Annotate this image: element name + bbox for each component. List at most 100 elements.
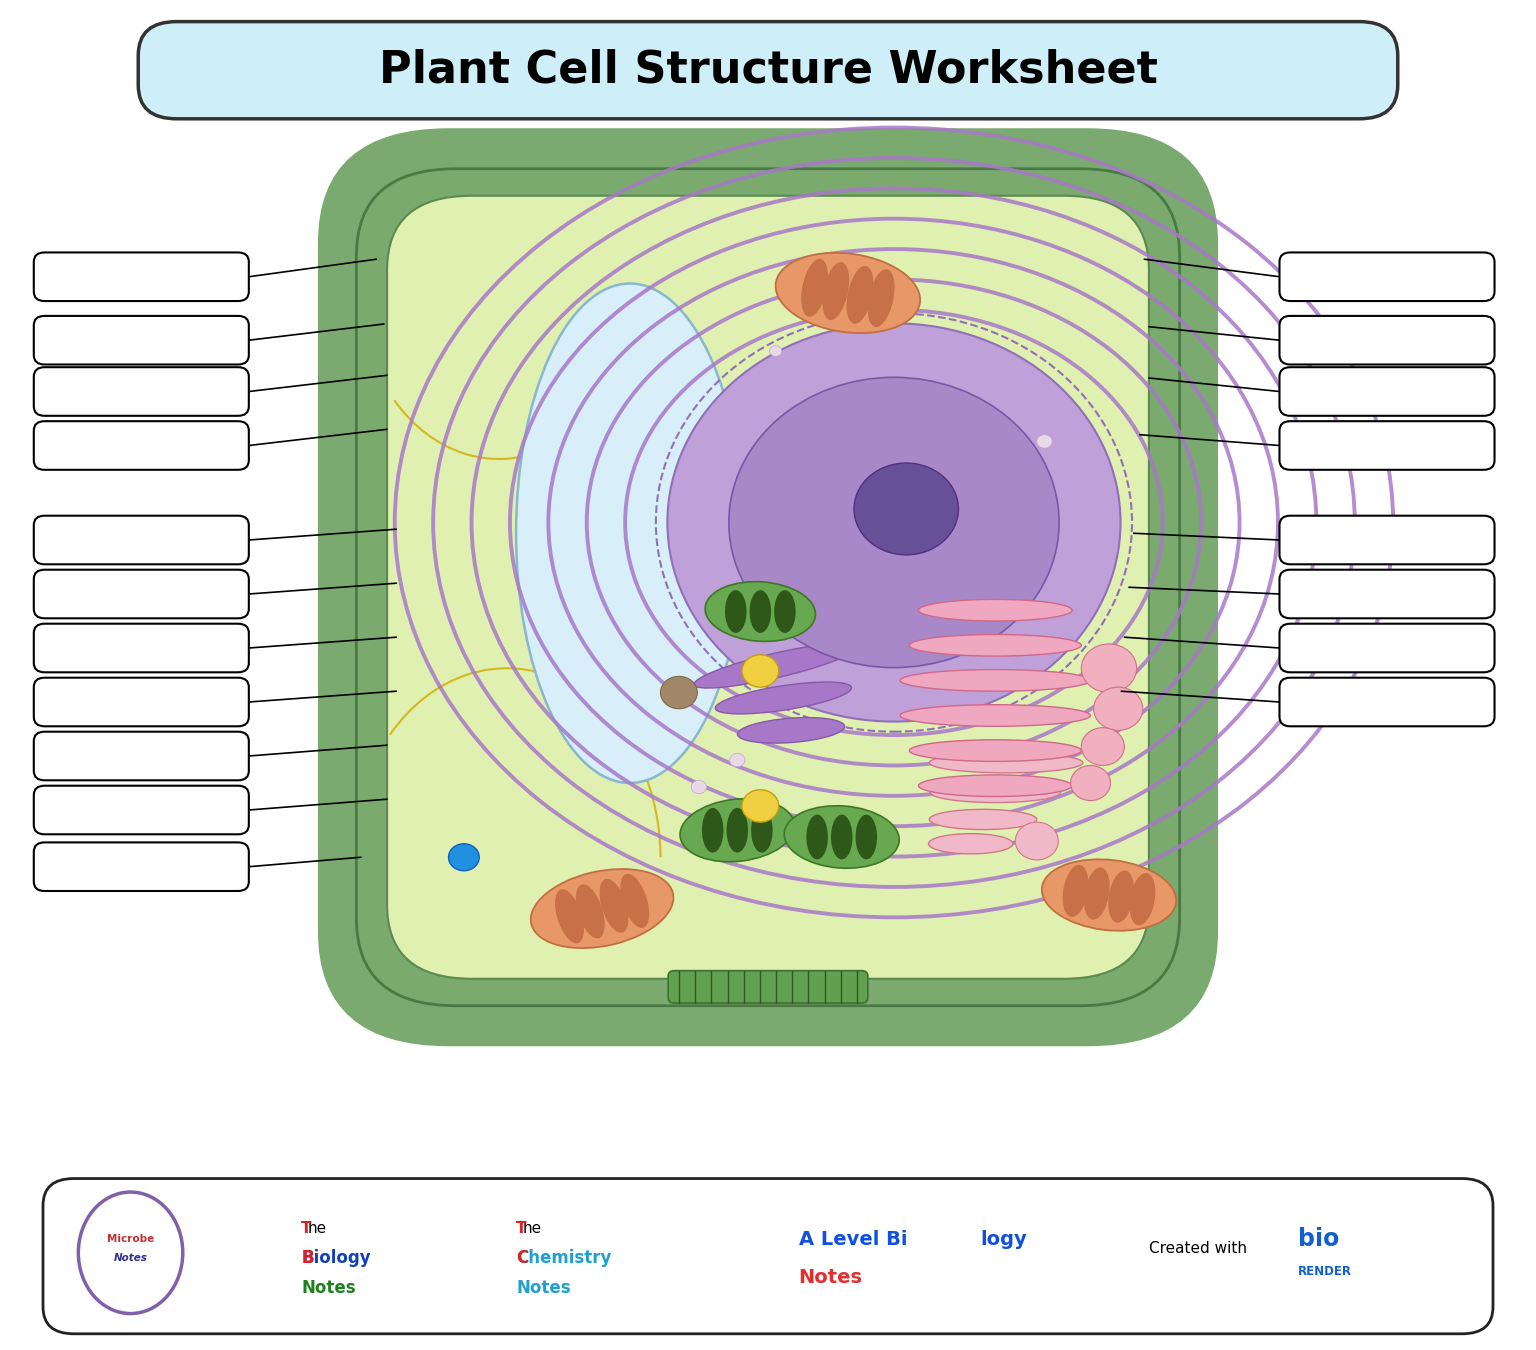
Text: Created with: Created with (1149, 1241, 1247, 1257)
Text: T: T (301, 1220, 312, 1237)
Ellipse shape (742, 790, 779, 822)
Text: T: T (516, 1220, 527, 1237)
Ellipse shape (621, 873, 650, 927)
FancyBboxPatch shape (34, 842, 249, 891)
Text: Biology: Biology (301, 1249, 370, 1268)
Text: Notes: Notes (301, 1278, 356, 1297)
Ellipse shape (1081, 644, 1137, 693)
Text: logy: logy (980, 1230, 1026, 1249)
Ellipse shape (751, 807, 773, 853)
Ellipse shape (919, 599, 1072, 621)
Ellipse shape (599, 879, 628, 933)
FancyBboxPatch shape (34, 516, 249, 564)
Text: Notes: Notes (799, 1268, 863, 1287)
Ellipse shape (78, 1192, 183, 1314)
FancyBboxPatch shape (668, 971, 868, 1003)
Ellipse shape (516, 284, 743, 783)
FancyBboxPatch shape (34, 570, 249, 618)
Ellipse shape (909, 740, 1081, 761)
FancyBboxPatch shape (34, 252, 249, 301)
Ellipse shape (1063, 865, 1089, 917)
Text: Chemistry: Chemistry (516, 1249, 611, 1268)
Ellipse shape (776, 252, 920, 333)
Ellipse shape (727, 807, 748, 853)
Ellipse shape (750, 590, 771, 633)
Text: he: he (522, 1220, 541, 1237)
FancyBboxPatch shape (138, 22, 1398, 119)
FancyBboxPatch shape (34, 367, 249, 416)
FancyBboxPatch shape (34, 421, 249, 470)
Ellipse shape (730, 753, 745, 767)
FancyBboxPatch shape (1279, 252, 1495, 301)
FancyBboxPatch shape (1279, 516, 1495, 564)
Ellipse shape (1041, 860, 1177, 930)
Ellipse shape (1109, 871, 1134, 922)
FancyBboxPatch shape (34, 786, 249, 834)
Text: B: B (301, 1249, 313, 1268)
Ellipse shape (806, 814, 828, 860)
Ellipse shape (1015, 822, 1058, 860)
Ellipse shape (919, 775, 1072, 796)
Ellipse shape (691, 780, 707, 794)
Ellipse shape (660, 676, 697, 709)
Ellipse shape (531, 869, 673, 948)
Ellipse shape (774, 590, 796, 633)
Ellipse shape (725, 590, 746, 633)
Ellipse shape (576, 884, 605, 938)
FancyBboxPatch shape (34, 624, 249, 672)
Text: Plant Cell Structure Worksheet: Plant Cell Structure Worksheet (378, 49, 1158, 92)
Ellipse shape (705, 582, 816, 641)
Ellipse shape (1071, 765, 1111, 801)
FancyBboxPatch shape (1279, 678, 1495, 726)
Text: RENDER: RENDER (1298, 1265, 1352, 1278)
Ellipse shape (854, 463, 958, 555)
Ellipse shape (900, 705, 1091, 726)
Ellipse shape (1094, 687, 1143, 730)
Ellipse shape (831, 814, 852, 860)
FancyBboxPatch shape (34, 732, 249, 780)
FancyBboxPatch shape (34, 678, 249, 726)
Ellipse shape (822, 262, 849, 320)
Ellipse shape (680, 799, 794, 861)
Ellipse shape (770, 346, 782, 356)
Ellipse shape (1037, 435, 1052, 448)
Text: Notes: Notes (114, 1253, 147, 1264)
Ellipse shape (900, 670, 1091, 691)
FancyBboxPatch shape (34, 316, 249, 365)
Text: bio: bio (1298, 1227, 1339, 1251)
Ellipse shape (554, 890, 584, 944)
FancyBboxPatch shape (1279, 624, 1495, 672)
Text: A Level Bi: A Level Bi (799, 1230, 908, 1249)
FancyBboxPatch shape (43, 1179, 1493, 1334)
Ellipse shape (1081, 728, 1124, 765)
Ellipse shape (694, 643, 857, 689)
Ellipse shape (785, 806, 899, 868)
Text: he: he (307, 1220, 326, 1237)
Ellipse shape (929, 753, 1083, 774)
Ellipse shape (846, 266, 874, 324)
Ellipse shape (1084, 868, 1109, 919)
FancyBboxPatch shape (1279, 421, 1495, 470)
Ellipse shape (929, 783, 1060, 803)
Ellipse shape (716, 682, 851, 714)
Ellipse shape (449, 844, 479, 871)
Text: Notes: Notes (516, 1278, 571, 1297)
Ellipse shape (929, 810, 1037, 829)
Ellipse shape (928, 833, 1014, 855)
Ellipse shape (667, 324, 1120, 721)
FancyBboxPatch shape (1279, 316, 1495, 365)
Ellipse shape (868, 269, 894, 327)
Ellipse shape (909, 634, 1081, 656)
Ellipse shape (737, 718, 845, 743)
FancyBboxPatch shape (1279, 367, 1495, 416)
Text: Microbe: Microbe (108, 1234, 154, 1245)
Text: C: C (516, 1249, 528, 1268)
Ellipse shape (1129, 873, 1155, 925)
FancyBboxPatch shape (356, 169, 1180, 1006)
Ellipse shape (802, 259, 828, 317)
FancyBboxPatch shape (1279, 570, 1495, 618)
FancyBboxPatch shape (318, 128, 1218, 1046)
Ellipse shape (742, 655, 779, 687)
Ellipse shape (856, 814, 877, 860)
FancyBboxPatch shape (387, 196, 1149, 979)
